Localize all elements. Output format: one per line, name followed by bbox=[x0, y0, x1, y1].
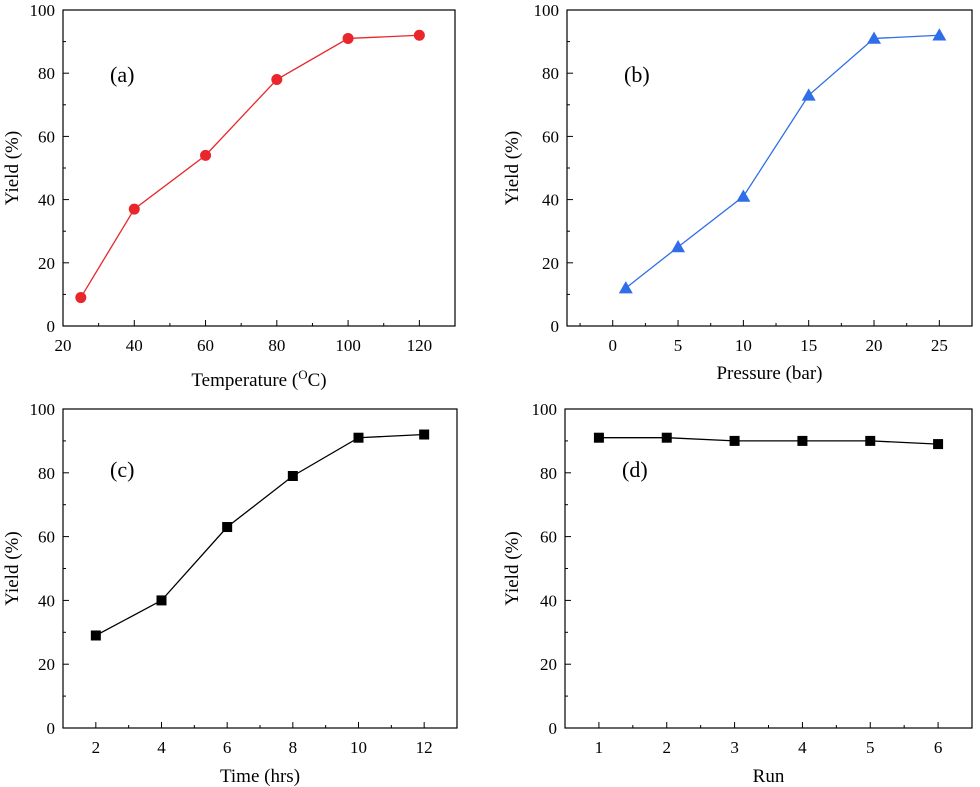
y-tick-label: 80 bbox=[38, 64, 55, 83]
y-axis-label: Yield (%) bbox=[2, 531, 23, 605]
y-tick-label: 20 bbox=[540, 655, 557, 674]
series-line bbox=[80, 34, 420, 298]
data-point bbox=[419, 429, 430, 440]
x-tick-label: 60 bbox=[197, 336, 214, 355]
data-point bbox=[865, 435, 876, 446]
data-point bbox=[287, 470, 298, 481]
y-axis-label: Yield (%) bbox=[502, 131, 523, 205]
data-point bbox=[353, 432, 364, 443]
panel-label: (b) bbox=[624, 62, 650, 87]
chart-panel-4: 0 20 40 60 80 100 1 2 3 4 5 6 Run Yield (%) (d) bbox=[502, 400, 973, 787]
y-tick-label: 100 bbox=[534, 1, 560, 20]
y-tick-label: 40 bbox=[38, 591, 55, 610]
chart-panel-3: 0 20 40 60 80 100 2 4 6 8 10 12 Time (hrs) Yield (%) (… bbox=[2, 400, 458, 787]
x-tick-label: 20 bbox=[866, 336, 883, 355]
data-point bbox=[342, 32, 354, 44]
y-tick-label: 80 bbox=[38, 464, 55, 483]
x-tick-label: 6 bbox=[934, 738, 943, 757]
data-point bbox=[661, 432, 672, 443]
x-tick-label: 80 bbox=[268, 336, 285, 355]
y-tick-label: 60 bbox=[38, 528, 55, 547]
y-tick-label: 20 bbox=[38, 254, 55, 273]
series-line bbox=[598, 437, 939, 445]
y-tick-label: 100 bbox=[30, 400, 56, 419]
data-point bbox=[222, 522, 233, 533]
data-point bbox=[75, 292, 87, 304]
series-line bbox=[95, 433, 425, 637]
y-tick-label: 100 bbox=[30, 1, 56, 20]
y-tick-label: 40 bbox=[540, 591, 557, 610]
panel-label: (a) bbox=[110, 62, 134, 87]
x-tick-label: 5 bbox=[674, 336, 683, 355]
data-point bbox=[156, 595, 167, 606]
data-point bbox=[932, 28, 947, 41]
data-point bbox=[801, 88, 816, 101]
x-tick-label: 12 bbox=[416, 738, 433, 757]
y-tick-label: 20 bbox=[542, 254, 559, 273]
data-point bbox=[797, 435, 808, 446]
y-tick-label: 20 bbox=[38, 655, 55, 674]
data-point bbox=[271, 74, 283, 86]
data-point bbox=[736, 189, 751, 202]
panel-label: (d) bbox=[622, 457, 648, 482]
data-point bbox=[671, 240, 686, 253]
y-tick-label: 0 bbox=[549, 719, 558, 738]
y-tick-label: 0 bbox=[551, 317, 560, 336]
x-axis-label-superscript: O bbox=[298, 367, 307, 382]
y-tick-label: 80 bbox=[540, 464, 557, 483]
x-tick-label: 10 bbox=[735, 336, 752, 355]
x-tick-label: 100 bbox=[335, 336, 361, 355]
x-tick-label: 6 bbox=[223, 738, 232, 757]
x-tick-label: 0 bbox=[608, 336, 617, 355]
x-tick-label: 10 bbox=[350, 738, 367, 757]
x-tick-label: 4 bbox=[798, 738, 807, 757]
x-tick-label: 1 bbox=[595, 738, 604, 757]
y-tick-label: 40 bbox=[542, 191, 559, 210]
x-tick-label: 120 bbox=[407, 336, 433, 355]
y-tick-label: 40 bbox=[38, 191, 55, 210]
data-point bbox=[867, 31, 882, 44]
x-tick-label: 40 bbox=[126, 336, 143, 355]
x-tick-label: 8 bbox=[289, 738, 298, 757]
y-tick-label: 60 bbox=[540, 528, 557, 547]
x-axis-label: Pressure (bar) bbox=[716, 363, 822, 384]
panel-label: (c) bbox=[110, 457, 134, 482]
y-tick-label: 0 bbox=[47, 719, 56, 738]
plot-frame bbox=[62, 9, 456, 327]
data-point bbox=[200, 149, 212, 161]
y-tick-label: 0 bbox=[47, 317, 56, 336]
chart-panel-2: 0 20 40 60 80 100 0 5 10 15 20 25 Pressure (bar) Yiel… bbox=[502, 1, 973, 384]
x-axis-label: Time (hrs) bbox=[220, 766, 300, 787]
data-point bbox=[933, 439, 944, 450]
x-tick-label: 25 bbox=[931, 336, 948, 355]
x-tick-label: 2 bbox=[663, 738, 672, 757]
y-axis-label: Yield (%) bbox=[502, 531, 523, 605]
y-tick-label: 60 bbox=[38, 127, 55, 146]
x-axis-label: Run bbox=[753, 766, 785, 787]
y-tick-label: 60 bbox=[542, 127, 559, 146]
plot-frame bbox=[566, 9, 973, 327]
data-point bbox=[128, 203, 140, 215]
x-tick-label: 5 bbox=[866, 738, 875, 757]
x-tick-label: 3 bbox=[730, 738, 739, 757]
x-axis-label-suffix: C) bbox=[308, 370, 327, 391]
x-tick-label: 2 bbox=[92, 738, 101, 757]
x-tick-label: 20 bbox=[55, 336, 72, 355]
data-point bbox=[413, 29, 425, 41]
data-point bbox=[593, 432, 604, 443]
data-point bbox=[729, 435, 740, 446]
y-axis-label: Yield (%) bbox=[2, 131, 23, 205]
x-tick-label: 15 bbox=[800, 336, 817, 355]
x-tick-label: 4 bbox=[157, 738, 166, 757]
x-axis-label: Temperature (OC) bbox=[191, 367, 326, 391]
series-line bbox=[625, 34, 940, 289]
data-point bbox=[618, 281, 633, 294]
y-tick-label: 80 bbox=[542, 64, 559, 83]
data-point bbox=[90, 630, 101, 641]
y-tick-label: 100 bbox=[532, 400, 558, 419]
